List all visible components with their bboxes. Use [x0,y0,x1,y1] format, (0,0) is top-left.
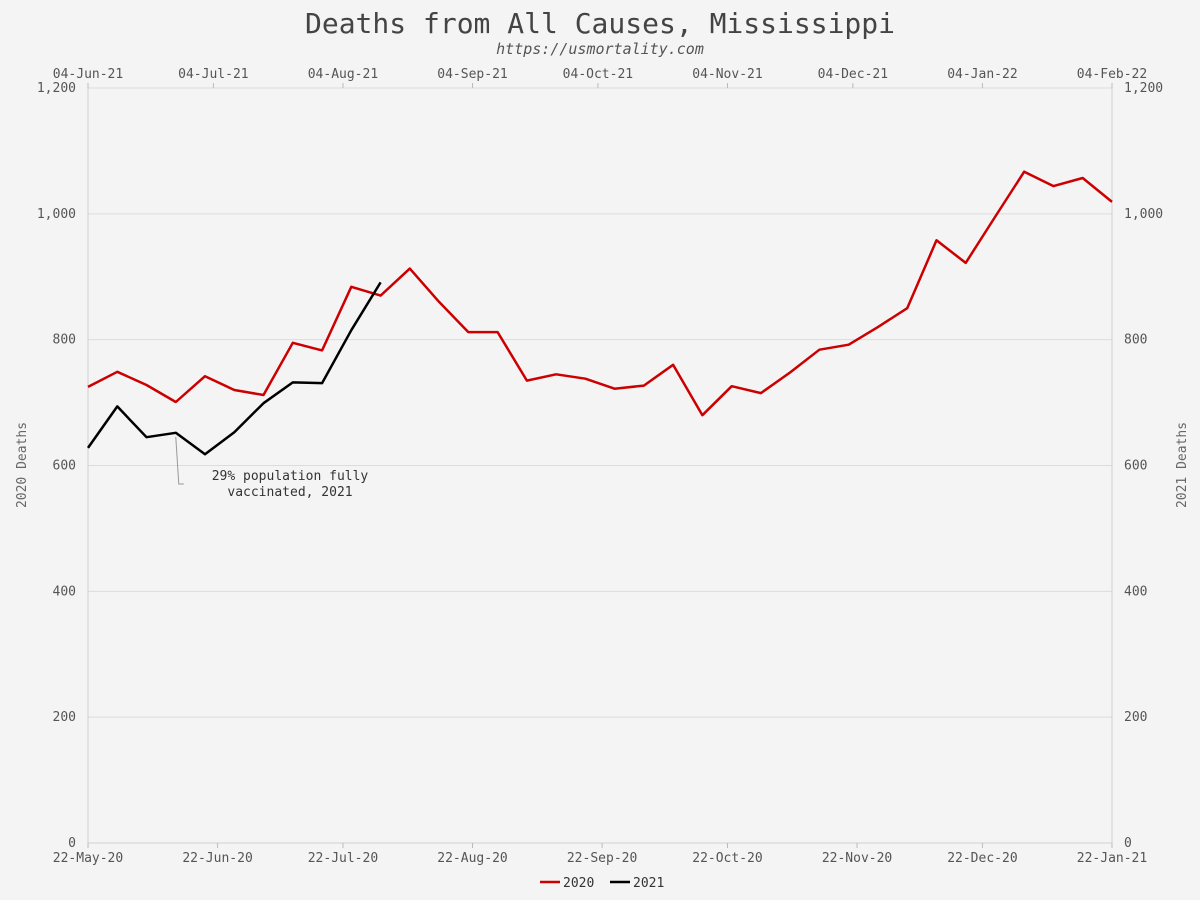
y-axis-title-right: 2021 Deaths [1175,422,1190,508]
legend-label-2021: 2021 [633,876,664,891]
x-tick-label-bottom: 22-Sep-20 [567,851,637,866]
y-tick-label-right: 0 [1124,836,1132,851]
x-tick-label-top: 04-Nov-21 [692,67,762,82]
x-tick-label-top: 04-Dec-21 [818,67,888,82]
y-tick-label-left: 400 [53,584,76,599]
y-tick-label-right: 200 [1124,710,1147,725]
annotation-leader [175,436,184,485]
x-tick-label-top: 04-Jul-21 [178,67,248,82]
x-tick-label-bottom: 22-Aug-20 [437,851,507,866]
gridlines [88,87,1112,718]
chart-subtitle: https://usmortality.com [496,40,704,58]
annotation-text: 29% population fully [212,469,369,484]
x-tick-label-top: 04-Jun-21 [53,67,123,82]
y-tick-label-right: 600 [1124,459,1147,474]
y-tick-label-left: 600 [53,459,76,474]
x-tick-label-bottom: 22-Jul-20 [308,851,378,866]
series-line-2020 [87,170,1113,417]
annotation-text: vaccinated, 2021 [227,485,352,500]
x-tick-label-top: 04-Jan-22 [947,67,1017,82]
y-tick-label-right: 1,000 [1124,207,1163,222]
x-tick-label-bottom: 22-May-20 [53,851,123,866]
series-line-2021 [86,281,382,456]
legend-label-2020: 2020 [563,876,594,891]
x-tick-label-top: 04-Feb-22 [1077,67,1147,82]
y-tick-label-right: 400 [1124,584,1147,599]
x-tick-label-top: 04-Aug-21 [308,67,378,82]
y-tick-label-left: 800 [53,333,76,348]
x-tick-label-bottom: 22-Nov-20 [822,851,892,866]
x-tick-label-top: 04-Sep-21 [437,67,507,82]
x-tick-label-top: 04-Oct-21 [563,67,633,82]
axes: 0 0 200 200 400 400 600 600 800 800 1,000 1,000 1,20… [37,67,1163,866]
y-tick-label-right: 800 [1124,333,1147,348]
x-tick-label-bottom: 22-Dec-20 [947,851,1017,866]
y-axis-title-left: 2020 Deaths [15,422,30,508]
chart-title: Deaths from All Causes, Mississippi [305,7,895,40]
y-tick-label-left: 0 [68,836,76,851]
x-tick-label-bottom: 22-Oct-20 [692,851,762,866]
series-lines [86,170,1113,456]
x-tick-label-bottom: 22-Jun-20 [182,851,252,866]
y-tick-label-left: 1,200 [37,81,76,96]
legend: 2020 2021 [540,876,664,891]
y-tick-label-right: 1,200 [1124,81,1163,96]
x-tick-label-bottom: 22-Jan-21 [1077,851,1147,866]
y-tick-label-left: 1,000 [37,207,76,222]
y-tick-label-left: 200 [53,710,76,725]
